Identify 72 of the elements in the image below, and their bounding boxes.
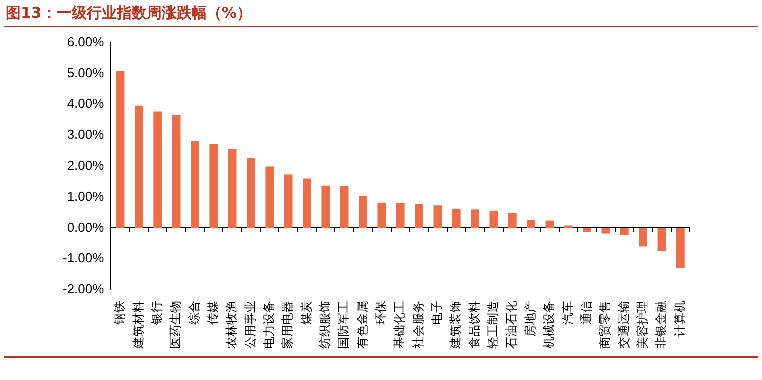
x-tick-label: 商贸零售	[598, 301, 612, 349]
bar	[266, 166, 274, 228]
bar	[676, 228, 685, 268]
x-tick-label: 房地产	[523, 301, 538, 337]
bar	[508, 213, 517, 228]
bar	[284, 174, 293, 228]
x-tick-label: 交通运输	[616, 301, 631, 349]
x-tick-label: 农林牧渔	[224, 301, 239, 349]
x-tick-label: 食品饮料	[467, 301, 482, 349]
bar	[228, 149, 237, 228]
bar	[116, 72, 125, 228]
bar	[434, 206, 442, 228]
bar	[340, 186, 349, 228]
x-tick-label: 国防军工	[336, 301, 351, 349]
x-tick-label: 计算机	[672, 301, 687, 337]
bar	[378, 202, 386, 228]
x-tick-label: 医药生物	[168, 301, 183, 349]
bar	[658, 228, 666, 252]
x-tick-label: 银行	[150, 301, 164, 326]
y-tick-label: 2.00%	[67, 158, 105, 173]
y-tick-label: -1.00%	[62, 250, 105, 266]
x-tick-label: 有色金属	[355, 301, 370, 349]
bar	[490, 210, 498, 228]
x-tick-label: 汽车	[560, 301, 575, 325]
bar	[471, 210, 480, 228]
x-tick-label: 电力设备	[262, 301, 276, 349]
x-tick-label: 轻工制造	[486, 301, 500, 349]
bar	[564, 226, 573, 228]
bar	[602, 228, 610, 234]
x-tick-label: 石油石化	[504, 301, 519, 349]
bar	[396, 203, 405, 228]
bar	[134, 106, 144, 228]
bar	[247, 158, 256, 228]
bar	[191, 141, 200, 228]
bar	[172, 115, 181, 228]
bar	[322, 186, 330, 228]
x-tick-label: 传媒	[206, 301, 220, 325]
bar	[639, 228, 648, 247]
x-tick-label: 电子	[430, 301, 444, 325]
bar	[303, 178, 312, 228]
y-tick-label: 5.00%	[67, 65, 105, 80]
bar	[452, 209, 461, 228]
x-tick-label: 公用事业	[243, 301, 258, 349]
y-tick-label: 6.00%	[67, 34, 105, 50]
y-tick-label: 0.00%	[67, 220, 105, 235]
bar	[620, 228, 629, 236]
x-tick-label: 纺织服饰	[318, 301, 332, 349]
bar	[210, 144, 218, 228]
x-tick-label: 钢铁	[112, 301, 127, 326]
chart-title: 图13：一级行业指数周涨跌幅（%）	[6, 4, 252, 23]
x-tick-label: 环保	[374, 301, 388, 325]
x-tick-label: 社会服务	[411, 301, 426, 349]
y-tick-label: 4.00%	[67, 96, 105, 112]
bar	[359, 196, 368, 228]
x-tick-label: 家用电器	[280, 301, 295, 349]
x-tick-label: 建筑材料	[131, 301, 146, 350]
y-tick-label: 1.00%	[67, 188, 105, 204]
x-tick-label: 机械设备	[542, 301, 556, 349]
bar	[583, 228, 592, 232]
x-tick-label: 综合	[187, 301, 202, 325]
bar	[415, 204, 424, 228]
x-tick-label: 建筑装饰	[448, 301, 463, 350]
x-tick-label: 基础化工	[392, 301, 407, 349]
x-tick-label: 非银金融	[654, 301, 668, 349]
bar	[527, 220, 536, 228]
bar	[546, 220, 554, 228]
y-tick-label: 3.00%	[67, 127, 105, 142]
x-tick-label: 煤炭	[299, 301, 314, 325]
x-tick-label: 美容护理	[635, 301, 650, 349]
x-tick-label: 通信	[579, 301, 594, 325]
bar	[154, 112, 162, 228]
y-tick-label: -2.00%	[62, 282, 105, 297]
